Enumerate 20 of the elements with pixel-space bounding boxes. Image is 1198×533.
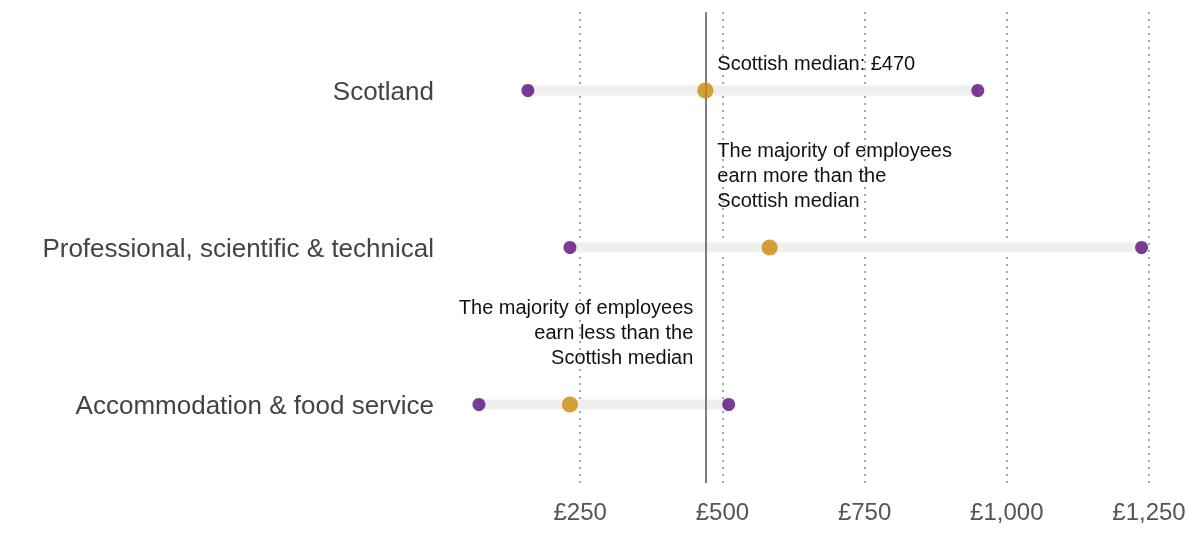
point	[472, 398, 486, 411]
point	[761, 239, 778, 256]
ref-line-label: Scottish median: £470	[717, 51, 916, 74]
annotation: The majority of employees earn more than the Scottish median	[717, 139, 952, 211]
point	[722, 398, 736, 411]
point	[521, 84, 535, 97]
x-tick-label: £500	[695, 497, 750, 525]
x-tick-label: £250	[553, 497, 607, 525]
y-tick-label: Accommodation & food service	[75, 389, 434, 420]
x-tick-label: £1,250	[1112, 497, 1186, 525]
point	[561, 396, 578, 413]
point	[563, 241, 577, 254]
x-tick-label: £750	[837, 497, 892, 525]
y-tick-label: Professional, scientific & technical	[42, 232, 434, 263]
x-tick-label: £1,000	[970, 497, 1044, 525]
annotation: The majority of employees earn less than the Scottish median	[458, 296, 694, 368]
point	[1135, 241, 1149, 254]
point	[971, 84, 985, 97]
point	[697, 82, 714, 99]
y-tick-label: Scotland	[332, 75, 434, 106]
